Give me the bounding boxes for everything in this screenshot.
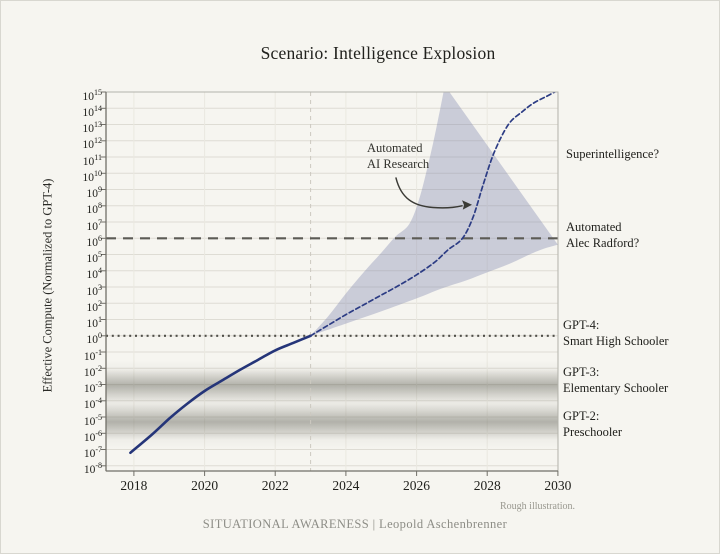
source-attribution: SITUATIONAL AWARENESS | Leopold Aschenbr… [202,517,508,531]
x-axis-tick-label: 2022 [261,478,289,493]
x-axis-tick-label: 2030 [544,478,572,493]
annotation-arrow [395,177,472,210]
annotation-gpt3-elementary-schooler: GPT-3: Elementary Schooler [563,365,669,395]
x-axis-tick-label: 2024 [332,478,360,493]
annotation-automated-alec-radford: Automated Alec Radford? [566,220,640,250]
y-axis-tick-label: 1014 [82,103,103,119]
y-axis-tick-label: 102 [86,298,103,314]
annotation-gpt2-preschooler: GPT-2: Preschooler [563,409,623,439]
y-axis-tick-label: 1010 [82,168,103,184]
rough-illustration-note: Rough illustration. [500,501,575,512]
annotation-gpt4-smart-high-schooler: GPT-4: Smart High Schooler [563,318,669,348]
y-axis-tick-label: 10-1 [83,347,102,363]
y-axis-tick-label: 1015 [82,87,103,103]
y-axis-tick-label: 10-7 [83,445,102,460]
chart-title: Scenario: Intelligence Explosion [260,43,496,63]
y-axis-tick-label: 10-4 [83,396,102,412]
x-axis-tick-label: 2028 [473,478,501,493]
y-axis-tick-label: 1012 [82,136,103,152]
x-axis-tick-label: 2018 [120,478,148,493]
y-axis-tick-label: 109 [86,185,103,200]
y-axis-tick-label: 104 [86,266,103,282]
y-axis-tick-label: 101 [86,315,103,330]
y-axis-tick-label: 1011 [82,152,102,168]
y-axis-tick-label: 105 [86,250,103,265]
y-axis-tick-label: 100 [86,331,103,347]
y-axis-tick-label: 10-8 [83,461,102,477]
x-axis-tick-label: 2026 [403,478,431,493]
y-axis-tick-label: 10-5 [83,412,102,428]
y-axis-tick-label: 10-6 [83,428,102,444]
y-axis-tick-label: 108 [86,201,103,217]
y-axis-tick-label: 10-2 [83,363,102,379]
annotation-automated-ai-research: Automated AI Research [367,141,430,171]
y-axis-tick-label: 106 [86,233,103,249]
y-axis-tick-label: 1013 [82,120,103,135]
annotation-superintelligence: Superintelligence? [566,147,660,161]
y-axis-tick-label: 10-3 [83,380,102,395]
y-axis-tick-label: 103 [86,282,103,298]
y-axis-tick-label: 107 [86,217,103,233]
x-axis-tick-label: 2020 [191,478,219,493]
